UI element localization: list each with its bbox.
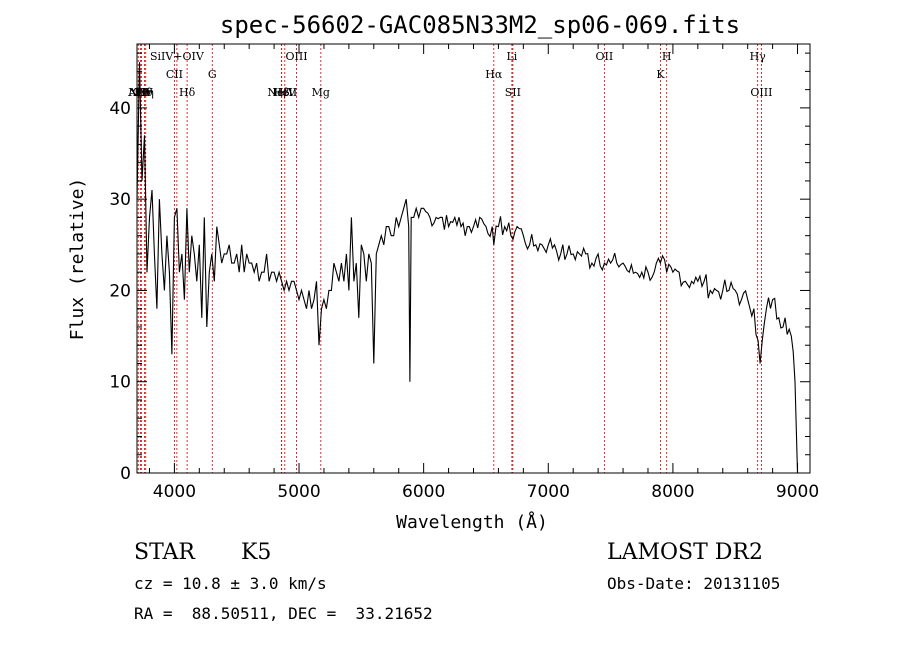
line-marker-label: NeV xyxy=(128,86,153,99)
y-tick-label: 40 xyxy=(109,99,131,119)
line-marker-label: OIII xyxy=(750,86,772,99)
coordinates-text: RA = 88.50511, DEC = 33.21652 xyxy=(134,604,433,623)
chart-title: spec-56602-GAC085N33M2_sp06-069.fits xyxy=(220,11,740,39)
x-tick-label: 8000 xyxy=(651,482,694,502)
line-markers: AlIINeVOIIHθHηSiIV+OIVCIIHδGNeIVHβHeIIOI… xyxy=(127,44,772,473)
object-class: STAR xyxy=(134,540,195,565)
y-tick-label: 10 xyxy=(109,373,131,393)
x-tick-label: 9000 xyxy=(776,482,819,502)
line-marker-label: Hα xyxy=(485,68,503,81)
plot-frame xyxy=(136,43,811,474)
line-marker-label: Mg xyxy=(312,86,330,99)
line-marker-label: Li xyxy=(506,50,517,63)
line-marker-label: OIII xyxy=(285,50,307,63)
obs-date: Obs-Date: 20131105 xyxy=(607,574,781,593)
line-marker-label: Hβ xyxy=(274,86,290,99)
redshift-text: cz = 10.8 ± 3.0 km/s xyxy=(134,574,327,593)
line-marker-label: H xyxy=(662,50,672,63)
line-marker-label: OII xyxy=(596,50,614,63)
x-tick-label: 4000 xyxy=(153,482,196,502)
line-marker-label: CII xyxy=(166,68,183,81)
x-axis-label: Wavelength (Å) xyxy=(396,511,548,533)
survey-name: LAMOST DR2 xyxy=(607,540,763,565)
line-marker-label: G xyxy=(208,68,217,81)
y-tick-label: 30 xyxy=(109,190,131,210)
x-tick-label: 6000 xyxy=(402,482,445,502)
y-axis-label: Flux (relative) xyxy=(67,178,88,341)
line-marker-label: K xyxy=(656,68,665,81)
axis-ticks: 4000 5000 6000 7000 8000 9000 0 10 20 30 40 xyxy=(109,44,819,502)
line-marker-label: Hδ xyxy=(179,86,196,99)
y-tick-label: 20 xyxy=(109,281,131,301)
line-marker-label: SII xyxy=(505,86,521,99)
flux-series-line xyxy=(136,62,799,474)
line-marker-label: Hγ xyxy=(750,50,767,63)
x-tick-label: 7000 xyxy=(527,482,570,502)
y-tick-label: 0 xyxy=(120,464,131,484)
line-marker-label: SiIV+OIV xyxy=(150,50,205,63)
line-marker-label: HeII xyxy=(272,86,297,99)
x-tick-label: 5000 xyxy=(277,482,320,502)
line-marker-label: AlII xyxy=(127,86,148,99)
object-subclass: K5 xyxy=(241,540,272,565)
